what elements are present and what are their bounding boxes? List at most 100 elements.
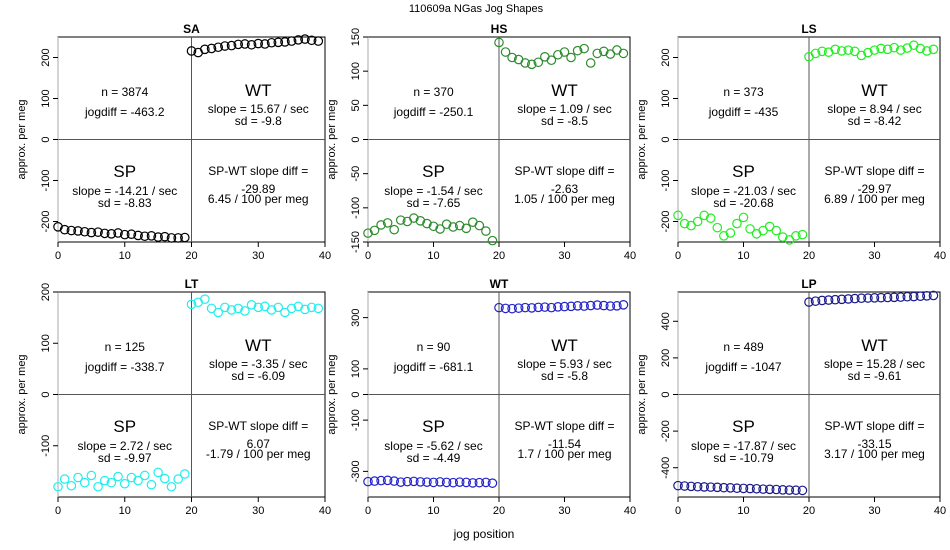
wt-point: [566, 301, 576, 312]
slope-diff-value: -29.97: [857, 182, 891, 196]
panel-title: SA: [183, 22, 200, 36]
n-label: n = 3874: [101, 85, 148, 99]
sp-point: [732, 218, 742, 229]
sp-point: [93, 227, 103, 237]
sp-point: [712, 482, 723, 493]
slope-diff-value: -2.63: [551, 182, 579, 196]
wt-point: [618, 48, 629, 59]
sp-slope-label: slope = -14.21 / sec: [72, 184, 177, 198]
sp-point: [93, 481, 103, 492]
sp-point: [738, 483, 749, 494]
wt-point: [286, 303, 297, 314]
sp-point: [53, 222, 63, 232]
wt-point: [206, 43, 217, 54]
wt-slope-label: slope = -3.35 / sec: [209, 357, 307, 371]
wt-slope-label: slope = 5.93 / sec: [517, 357, 611, 371]
wt-point: [928, 290, 939, 301]
x-tick-label: 20: [493, 505, 505, 517]
sp-slope-label: slope = -17.87 / sec: [691, 439, 796, 453]
wt-point: [836, 46, 847, 56]
n-label: n = 90: [417, 340, 451, 354]
wt-point: [605, 301, 616, 311]
sp-point: [133, 475, 143, 486]
sp-label: SP: [732, 417, 755, 436]
wt-point: [915, 43, 926, 54]
y-tick-label: -200: [660, 210, 672, 232]
sp-point: [160, 473, 170, 484]
panel-title: LS: [801, 22, 816, 36]
sp-point: [166, 233, 177, 243]
wt-point: [546, 55, 557, 66]
sp-point: [797, 229, 808, 240]
y-tick-label: -200: [40, 210, 52, 232]
panel-sa: SA 0 10 20 30 40 -200 -100 0 100 200 approx. per me…: [16, 22, 331, 262]
wt-point: [922, 291, 932, 301]
wt-point: [300, 304, 310, 315]
sp-point: [777, 232, 788, 242]
wt-point: [863, 47, 873, 58]
sp-point: [461, 223, 472, 234]
panel-lp: LP 0 10 20 30 40 -400 -200 0 200 400 approx. per me…: [636, 277, 946, 517]
sp-point: [166, 481, 177, 492]
sp-point: [73, 472, 83, 483]
sp-point: [73, 226, 83, 236]
wt-point: [856, 50, 867, 61]
sp-sd-label: sd = -20.68: [713, 196, 774, 210]
sp-point: [173, 474, 183, 484]
y-axis-label: approx. per meg: [636, 99, 648, 179]
wt-point: [273, 302, 284, 313]
x-tick-label: 40: [624, 505, 636, 517]
sp-point: [712, 222, 723, 233]
wt-point: [850, 293, 860, 304]
slope-diff-per-meg: 6.45 / 100 per meg: [208, 192, 309, 206]
slope-diff-value: -11.54: [548, 437, 581, 451]
y-tick-label: -200: [660, 420, 672, 442]
y-tick-label: 100: [350, 360, 362, 378]
y-tick-label: 100: [350, 62, 362, 80]
wt-point: [566, 52, 576, 63]
sp-point: [415, 216, 426, 226]
sp-point: [415, 477, 426, 487]
wt-sd-label: sd = -6.09: [231, 369, 285, 383]
jogdiff-label: jogdiff = -435: [708, 105, 779, 119]
sp-sd-label: sd = -9.97: [98, 451, 152, 465]
sp-point: [395, 215, 406, 225]
wt-point: [856, 293, 867, 304]
wt-point: [869, 293, 880, 303]
sp-point: [369, 225, 380, 236]
x-tick-label: 40: [934, 250, 946, 262]
sp-point: [106, 229, 117, 239]
sp-point: [725, 483, 736, 493]
wt-point: [572, 45, 583, 56]
sp-point: [409, 476, 419, 487]
sp-point: [180, 232, 190, 243]
y-tick-label: 0: [660, 391, 672, 397]
wt-point: [306, 35, 317, 46]
wt-label: WT: [551, 81, 577, 100]
y-axis-label: approx. per meg: [326, 354, 338, 434]
wt-point: [810, 296, 821, 306]
sp-point: [797, 485, 808, 496]
slope-diff-per-meg: 6.89 / 100 per meg: [824, 192, 925, 206]
sp-point: [791, 485, 801, 496]
wt-point: [908, 291, 919, 302]
wt-point: [213, 42, 223, 53]
sp-point: [441, 219, 452, 230]
sp-label: SP: [422, 417, 445, 436]
wt-point: [253, 38, 264, 49]
x-tick-label: 0: [675, 505, 681, 517]
wt-point: [273, 37, 284, 48]
wt-point: [253, 302, 264, 313]
sp-point: [745, 483, 755, 494]
sp-point: [369, 476, 380, 486]
y-tick-label: -300: [350, 460, 362, 482]
sp-point: [363, 228, 373, 238]
wt-point: [260, 39, 270, 49]
jogdiff-label: jogdiff = -681.1: [393, 360, 474, 374]
wt-point: [579, 301, 589, 311]
x-tick-label: 0: [55, 505, 61, 517]
sp-label: SP: [422, 162, 445, 181]
sp-point: [86, 227, 97, 238]
wt-point: [895, 292, 906, 302]
wt-point: [553, 49, 563, 60]
